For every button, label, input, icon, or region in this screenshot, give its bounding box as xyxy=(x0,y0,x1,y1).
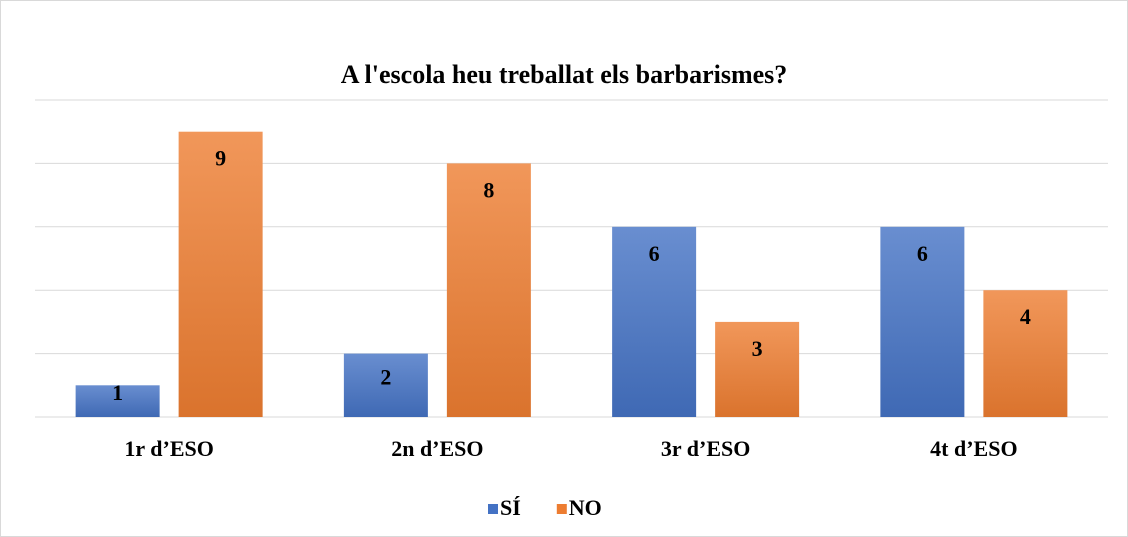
legend-label: SÍ xyxy=(500,495,521,520)
bar xyxy=(75,385,160,417)
x-tick-label: 1r d’ESO xyxy=(124,436,213,461)
data-label: 6 xyxy=(917,241,928,266)
data-label: 4 xyxy=(1020,304,1031,329)
data-label: 3 xyxy=(752,336,763,361)
bar xyxy=(612,226,697,417)
data-label: 6 xyxy=(649,241,660,266)
x-tick-label: 4t d’ESO xyxy=(930,436,1017,461)
bar xyxy=(715,321,800,417)
bar xyxy=(446,163,531,417)
x-tick-label: 2n d’ESO xyxy=(391,436,483,461)
bar xyxy=(983,290,1068,417)
legend-label: NO xyxy=(569,495,602,520)
bar xyxy=(343,353,428,417)
data-label: 9 xyxy=(215,146,226,171)
chart-title: A l'escola heu treballat els barbarismes… xyxy=(341,60,788,89)
legend-swatch xyxy=(488,504,498,514)
x-tick-label: 3r d’ESO xyxy=(661,436,750,461)
data-label: 8 xyxy=(483,177,494,202)
bar xyxy=(178,131,263,417)
bar xyxy=(880,226,965,417)
legend-swatch xyxy=(556,504,567,514)
data-label: 2 xyxy=(380,364,391,389)
data-label: 1 xyxy=(112,380,123,405)
